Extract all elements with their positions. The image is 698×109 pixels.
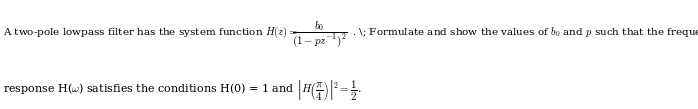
Text: A two-pole lowpass filter has the system function $H(z) = $: A two-pole lowpass filter has the system… xyxy=(3,25,299,40)
Text: response H($\omega$) satisfies the conditions H(0) = 1 and $\left|H\!\left(\dfra: response H($\omega$) satisfies the condi… xyxy=(3,78,362,102)
Text: $\dfrac{b_0}{(1-pz^{-1})^2}$: $\dfrac{b_0}{(1-pz^{-1})^2}$ xyxy=(292,20,348,49)
Text: . \; Formulate and show the values of $b_0$ and $p$ such that the frequency: . \; Formulate and show the values of $b… xyxy=(352,25,698,39)
